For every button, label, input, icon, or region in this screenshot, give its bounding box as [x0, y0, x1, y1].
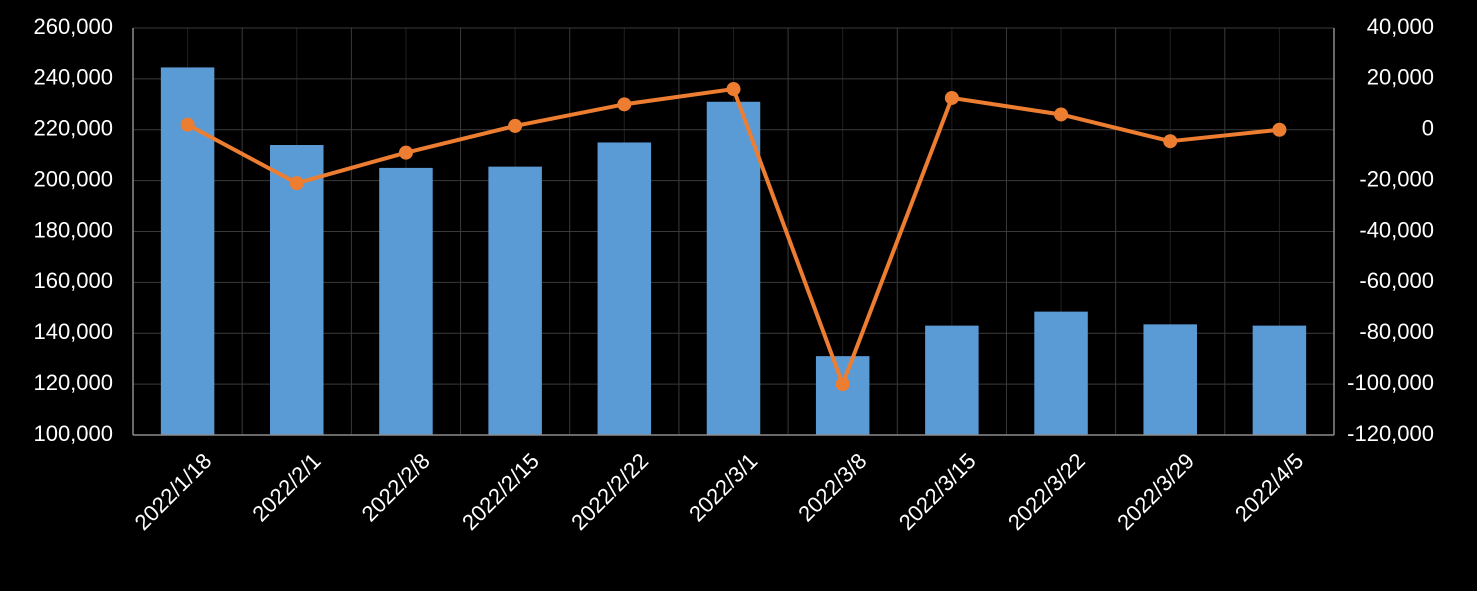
right-axis-ticks: -120,000 -100,000 -80,000 -60,000 -40,000 -20… — [1347, 14, 1434, 446]
line-point — [1054, 107, 1069, 122]
x-tick-label: 2022/2/8 — [357, 448, 435, 526]
bar — [1034, 311, 1088, 435]
bar — [815, 356, 870, 435]
bar — [379, 167, 433, 435]
x-axis-ticks: 2022/1/18 2022/2/1 2022/2/8 2022/2/15 2022/2… — [130, 448, 1309, 535]
bar-series — [160, 67, 1307, 436]
line-point — [1163, 134, 1178, 149]
x-tick-label: 2022/4/5 — [1230, 448, 1308, 526]
x-tick-label: 2022/2/15 — [457, 448, 544, 535]
left-tick-label: 100,000 — [33, 421, 113, 446]
x-tick-label: 2022/3/1 — [684, 448, 762, 526]
left-tick-label: 260,000 — [33, 14, 113, 39]
left-axis-ticks: 100,000 120,000 140,000 160,000 180,000 200,0… — [33, 14, 113, 446]
right-tick-label: 40,000 — [1367, 14, 1434, 39]
line-point — [617, 97, 632, 112]
line-point — [1272, 122, 1287, 137]
line-point — [726, 82, 741, 97]
x-tick-label: 2022/3/15 — [894, 448, 981, 535]
right-tick-label: -80,000 — [1359, 319, 1434, 344]
left-tick-label: 120,000 — [33, 370, 113, 395]
left-tick-label: 220,000 — [33, 116, 113, 141]
x-tick-label: 2022/3/8 — [793, 448, 871, 526]
left-tick-label: 140,000 — [33, 319, 113, 344]
bar — [597, 142, 652, 435]
left-tick-label: 240,000 — [33, 65, 113, 90]
x-tick-label: 2022/2/1 — [247, 448, 325, 526]
bar — [706, 101, 761, 436]
line-point — [289, 176, 304, 191]
left-tick-label: 200,000 — [33, 166, 113, 191]
line-point — [398, 145, 413, 160]
right-tick-label: -40,000 — [1359, 217, 1434, 242]
x-tick-label: 2022/3/29 — [1112, 448, 1199, 535]
line-point — [508, 118, 523, 133]
axes — [132, 28, 1335, 436]
left-tick-label: 160,000 — [33, 268, 113, 293]
bar — [925, 325, 979, 435]
right-tick-label: 0 — [1422, 116, 1434, 141]
right-tick-label: -20,000 — [1359, 166, 1434, 191]
bar — [1143, 324, 1197, 435]
right-tick-label: -60,000 — [1359, 268, 1434, 293]
line-point — [180, 117, 195, 132]
bar — [1252, 325, 1307, 435]
bar — [488, 166, 542, 435]
line-point — [944, 90, 959, 105]
x-tick-label: 2022/2/22 — [566, 448, 653, 535]
line-point — [835, 377, 850, 392]
right-tick-label: -120,000 — [1347, 421, 1434, 446]
bar — [270, 145, 324, 435]
right-tick-label: 20,000 — [1367, 65, 1434, 90]
line-series — [180, 82, 1287, 392]
right-tick-label: -100,000 — [1347, 370, 1434, 395]
x-tick-label: 2022/1/18 — [130, 448, 217, 535]
left-tick-label: 180,000 — [33, 217, 113, 242]
x-tick-label: 2022/3/22 — [1003, 448, 1090, 535]
